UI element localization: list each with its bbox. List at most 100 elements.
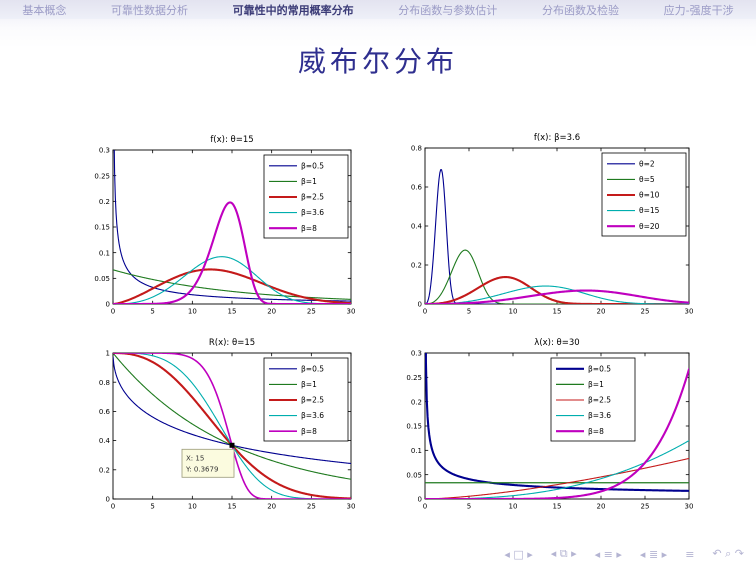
nav-back-search-forward-icon[interactable]: ↶ ⌕ ↷ bbox=[712, 547, 744, 560]
svg-text:θ=15: θ=15 bbox=[639, 206, 660, 215]
svg-text:0.6: 0.6 bbox=[99, 408, 111, 416]
svg-text:0: 0 bbox=[423, 308, 427, 316]
svg-text:β=2.5: β=2.5 bbox=[301, 396, 324, 405]
svg-text:β=0.5: β=0.5 bbox=[588, 364, 611, 373]
nav-item-distribution-tests[interactable]: 分布函数及检验 bbox=[541, 3, 619, 17]
plot-title: f(x): θ=15 bbox=[210, 135, 253, 145]
svg-text:β=8: β=8 bbox=[588, 427, 604, 436]
svg-text:0.15: 0.15 bbox=[94, 224, 110, 232]
svg-text:θ=5: θ=5 bbox=[639, 175, 655, 184]
svg-text:30: 30 bbox=[685, 503, 694, 511]
svg-text:15: 15 bbox=[228, 308, 237, 316]
nav-presentation-icon[interactable]: ≡ bbox=[685, 547, 695, 561]
svg-text:30: 30 bbox=[685, 308, 694, 316]
svg-text:0.2: 0.2 bbox=[411, 398, 422, 406]
svg-text:θ=2: θ=2 bbox=[639, 159, 655, 168]
nav-item-stress-strength[interactable]: 应力-强度干涉 bbox=[663, 3, 734, 17]
svg-text:0.8: 0.8 bbox=[99, 379, 110, 387]
svg-text:0.4: 0.4 bbox=[99, 437, 111, 445]
nav-section-controls-icon[interactable]: ◂ ≣ ▸ bbox=[639, 547, 668, 561]
svg-text:β=1: β=1 bbox=[588, 380, 604, 389]
svg-text:25: 25 bbox=[641, 503, 650, 511]
svg-text:β=8: β=8 bbox=[301, 427, 317, 436]
svg-text:25: 25 bbox=[307, 308, 316, 316]
svg-text:10: 10 bbox=[509, 503, 518, 511]
plot-title: R(x): θ=15 bbox=[209, 338, 255, 348]
svg-text:0.2: 0.2 bbox=[99, 466, 110, 474]
svg-text:0.3: 0.3 bbox=[99, 147, 110, 155]
svg-text:20: 20 bbox=[267, 308, 276, 316]
svg-text:5: 5 bbox=[467, 308, 471, 316]
svg-text:β=1: β=1 bbox=[301, 380, 317, 389]
svg-text:0.3: 0.3 bbox=[411, 350, 422, 358]
svg-text:0: 0 bbox=[111, 503, 115, 511]
svg-text:25: 25 bbox=[307, 503, 316, 511]
nav-frame-controls-icon[interactable]: ◂ □ ▸ bbox=[504, 547, 533, 561]
svg-text:θ=10: θ=10 bbox=[639, 191, 660, 200]
curves bbox=[425, 169, 689, 304]
svg-text:1: 1 bbox=[106, 350, 110, 358]
svg-text:15: 15 bbox=[553, 308, 562, 316]
svg-text:20: 20 bbox=[597, 308, 606, 316]
svg-text:0: 0 bbox=[418, 496, 422, 504]
plot-title: f(x): β=3.6 bbox=[534, 133, 580, 143]
svg-text:0: 0 bbox=[106, 301, 110, 309]
plot-pdf-theta15: f(x): θ=15 0 5 10 15 20 25 30 0 0.05 0.1 0.15 0.2 0.2… bbox=[87, 130, 360, 322]
svg-text:0.4: 0.4 bbox=[411, 223, 423, 231]
svg-text:5: 5 bbox=[467, 503, 471, 511]
datatip: X: 15 Y: 0.3679 bbox=[181, 442, 235, 478]
svg-text:β=2.5: β=2.5 bbox=[588, 396, 611, 405]
svg-text:0: 0 bbox=[111, 308, 115, 316]
svg-text:30: 30 bbox=[347, 503, 356, 511]
svg-text:5: 5 bbox=[150, 308, 154, 316]
svg-text:0.15: 0.15 bbox=[406, 423, 422, 431]
svg-text:β=8: β=8 bbox=[301, 224, 317, 233]
datatip-marker bbox=[229, 442, 235, 448]
svg-text:15: 15 bbox=[228, 503, 237, 511]
svg-text:0.05: 0.05 bbox=[94, 275, 110, 283]
legend: θ=2 θ=5 θ=10 θ=15 θ=20 bbox=[601, 152, 687, 237]
svg-text:15: 15 bbox=[553, 503, 562, 511]
svg-text:0.8: 0.8 bbox=[411, 145, 422, 153]
nav-item-basic-concepts[interactable]: 基本概念 bbox=[22, 3, 67, 17]
nav-subsection-controls-icon[interactable]: ◂ ≡ ▸ bbox=[594, 547, 622, 561]
svg-text:0.05: 0.05 bbox=[406, 471, 422, 479]
svg-text:β=1: β=1 bbox=[301, 177, 317, 186]
svg-text:30: 30 bbox=[347, 308, 356, 316]
svg-text:0.6: 0.6 bbox=[411, 184, 423, 192]
svg-text:0.25: 0.25 bbox=[94, 172, 110, 180]
svg-text:20: 20 bbox=[597, 503, 606, 511]
slide-title: 威布尔分布 bbox=[297, 45, 458, 78]
legend: β=0.5 β=1 β=2.5 β=3.6 β=8 bbox=[550, 357, 636, 442]
svg-text:β=2.5: β=2.5 bbox=[301, 193, 324, 202]
nav-item-common-distributions[interactable]: 可靠性中的常用概率分布 bbox=[232, 3, 354, 17]
svg-text:10: 10 bbox=[509, 308, 518, 316]
svg-text:β=3.6: β=3.6 bbox=[301, 208, 324, 217]
curves bbox=[113, 150, 351, 304]
plot-hazard-theta30: λ(x): θ=30 0 5 10 15 20 25 30 0 0.05 0.1 0.15 0.2 0.2… bbox=[399, 333, 698, 517]
plot-title: λ(x): θ=30 bbox=[534, 338, 579, 348]
beamer-navigation: ◂ □ ▸ ◂ ⧉ ▸ ◂ ≡ ▸ ◂ ≣ ▸ ≡ ↶ ⌕ ↷ bbox=[504, 547, 744, 561]
svg-text:β=0.5: β=0.5 bbox=[301, 161, 324, 170]
svg-text:Y: 0.3679: Y: 0.3679 bbox=[185, 465, 218, 473]
legend: β=0.5 β=1 β=2.5 β=3.6 β=8 bbox=[263, 357, 349, 442]
curves bbox=[425, 353, 689, 499]
svg-text:0.1: 0.1 bbox=[411, 447, 422, 455]
nav-item-parameter-estimation[interactable]: 分布函数与参数估计 bbox=[398, 3, 498, 17]
svg-text:β=3.6: β=3.6 bbox=[588, 411, 611, 420]
nav-item-reliability-data[interactable]: 可靠性数据分析 bbox=[110, 3, 188, 17]
svg-text:0.2: 0.2 bbox=[411, 262, 422, 270]
svg-text:β=3.6: β=3.6 bbox=[301, 411, 324, 420]
svg-text:0.2: 0.2 bbox=[99, 198, 110, 206]
svg-text:10: 10 bbox=[188, 503, 197, 511]
svg-text:10: 10 bbox=[188, 308, 197, 316]
svg-text:0.1: 0.1 bbox=[99, 249, 110, 257]
nav-overlay-controls-icon[interactable]: ◂ ⧉ ▸ bbox=[550, 547, 577, 560]
svg-text:X: 15: X: 15 bbox=[186, 454, 204, 462]
plot-reliability-theta15: R(x): θ=15 0 5 10 15 20 25 30 0 0.2 0.4 0.6 0.8 1 β=0.… bbox=[87, 333, 360, 517]
svg-text:0.25: 0.25 bbox=[406, 374, 422, 382]
svg-text:0: 0 bbox=[423, 503, 427, 511]
svg-text:0: 0 bbox=[106, 496, 110, 504]
svg-text:5: 5 bbox=[150, 503, 154, 511]
